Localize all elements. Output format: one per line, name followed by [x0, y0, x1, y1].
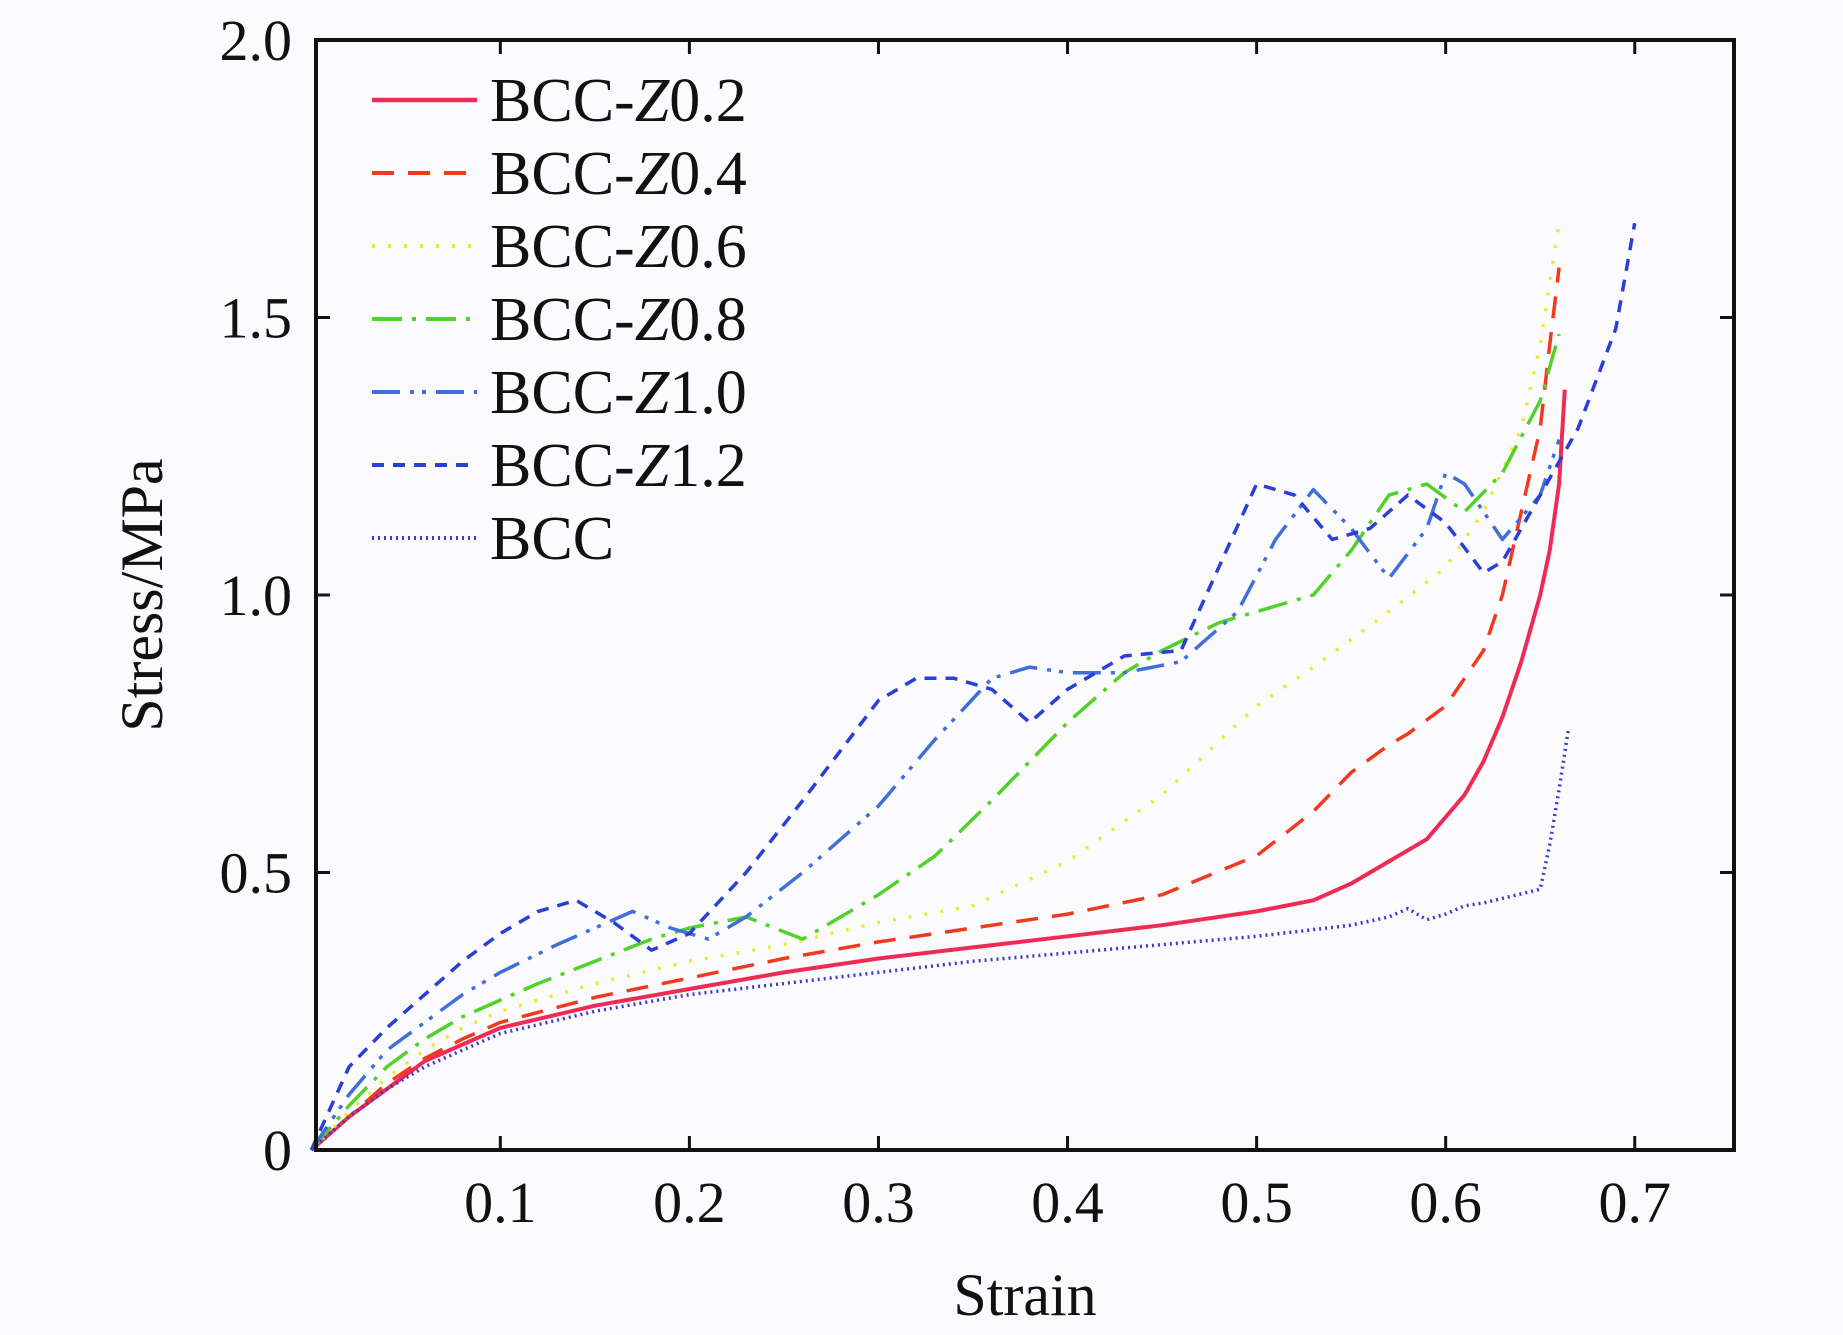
legend-label: BCC-Z1.2 — [490, 432, 747, 500]
series-line-4 — [309, 333, 1561, 1152]
legend-label-italic: Z — [635, 432, 670, 500]
series-line-5 — [309, 439, 1561, 1151]
legend-label-prefix: BCC- — [490, 140, 635, 208]
x-axis-title: Strain — [953, 1262, 1096, 1328]
y-tick-label: 0.5 — [220, 841, 293, 906]
y-tick-label: 1.5 — [220, 286, 293, 351]
series-line-6 — [309, 222, 1637, 1151]
x-tick-label: 0.2 — [653, 1170, 726, 1235]
series-line-2 — [310, 267, 1561, 1152]
legend-label-prefix: BCC- — [490, 213, 635, 281]
legend-label-suffix: 0.8 — [669, 286, 747, 354]
x-tick-label: 0.4 — [1031, 1170, 1104, 1235]
legend-label-suffix: 1.2 — [669, 432, 747, 500]
legend-label: BCC — [490, 505, 614, 573]
legend-label: BCC-Z0.6 — [490, 213, 747, 281]
legend-label-suffix: 1.0 — [669, 359, 747, 427]
x-tick-label: 0.1 — [464, 1170, 537, 1235]
legend-label-prefix: BCC- — [490, 432, 635, 500]
legend-label: BCC-Z0.2 — [490, 67, 747, 135]
legend-label: BCC-Z1.0 — [490, 359, 747, 427]
y-tick-label: 2.0 — [220, 8, 293, 73]
legend-label-italic: Z — [635, 213, 670, 281]
legend-label-suffix: 0.4 — [669, 140, 747, 208]
legend-label-italic: Z — [635, 67, 670, 135]
legend-label-suffix: 0.6 — [669, 213, 747, 281]
legend-label-prefix: BCC — [490, 505, 614, 573]
x-tick-label: 0.3 — [842, 1170, 915, 1235]
legend-label-prefix: BCC- — [490, 67, 635, 135]
legend-label-italic: Z — [635, 359, 670, 427]
x-tick-label: 0.5 — [1220, 1170, 1293, 1235]
y-tick-label: 1.0 — [220, 563, 293, 628]
legend-label-prefix: BCC- — [490, 359, 635, 427]
x-tick-label: 0.7 — [1598, 1170, 1671, 1235]
legend-label: BCC-Z0.4 — [490, 140, 747, 208]
series-line-1 — [309, 389, 1567, 1152]
legend-label-suffix: 0.2 — [669, 67, 747, 135]
legend-label-italic: Z — [635, 140, 670, 208]
x-tick-label: 0.6 — [1409, 1170, 1482, 1235]
legend: BCC-Z0.2BCC-Z0.4BCC-Z0.6BCC-Z0.8BCC-Z1.0… — [372, 67, 747, 573]
ticks-layer: 0.1 0.2 0.3 0.4 0.5 0.6 0.7 0 0.5 1.0 1.5 2.0 — [220, 8, 1734, 1235]
series-layer — [309, 222, 1637, 1152]
legend-label-italic: Z — [635, 286, 670, 354]
y-tick-label: 0 — [263, 1118, 292, 1183]
legend-label-prefix: BCC- — [490, 286, 635, 354]
legend-label: BCC-Z0.8 — [490, 286, 747, 354]
y-axis-title: Stress/MPa — [109, 458, 175, 731]
